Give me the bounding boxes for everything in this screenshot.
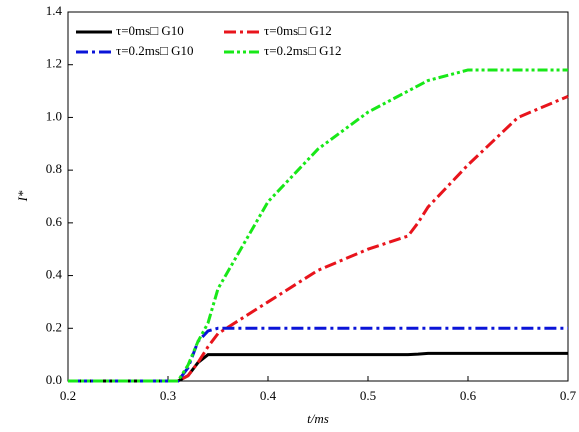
y-axis-label: I* [15,190,30,202]
y-tick-label: 0.4 [46,267,63,282]
x-tick-label: 0.3 [160,388,176,403]
legend-label: τ=0ms□ G12 [264,23,332,38]
y-tick-label: 1.4 [46,3,63,18]
y-tick-label: 1.0 [46,108,62,123]
y-tick-label: 0.8 [46,161,62,176]
series-line [68,351,568,383]
x-tick-label: 0.6 [460,388,477,403]
legend-label: τ=0ms□ G10 [116,23,184,38]
legend-label: τ=0.2ms□ G12 [264,43,341,58]
series-line [68,326,568,383]
x-tick-label: 0.7 [560,388,577,403]
y-tick-label: 0.2 [46,319,62,334]
plot-frame [67,11,569,382]
x-tick-label: 0.5 [360,388,376,403]
series-line [68,68,568,383]
y-tick-label: 0.6 [46,214,63,229]
x-tick-label: 0.4 [260,388,277,403]
x-axis-label: t/ms [307,411,329,426]
series-line [68,94,569,383]
y-tick-label: 1.2 [46,56,62,71]
x-tick-label: 0.2 [60,388,76,403]
y-tick-label: 0.0 [46,372,62,387]
legend-label: τ=0.2ms□ G10 [116,43,193,58]
